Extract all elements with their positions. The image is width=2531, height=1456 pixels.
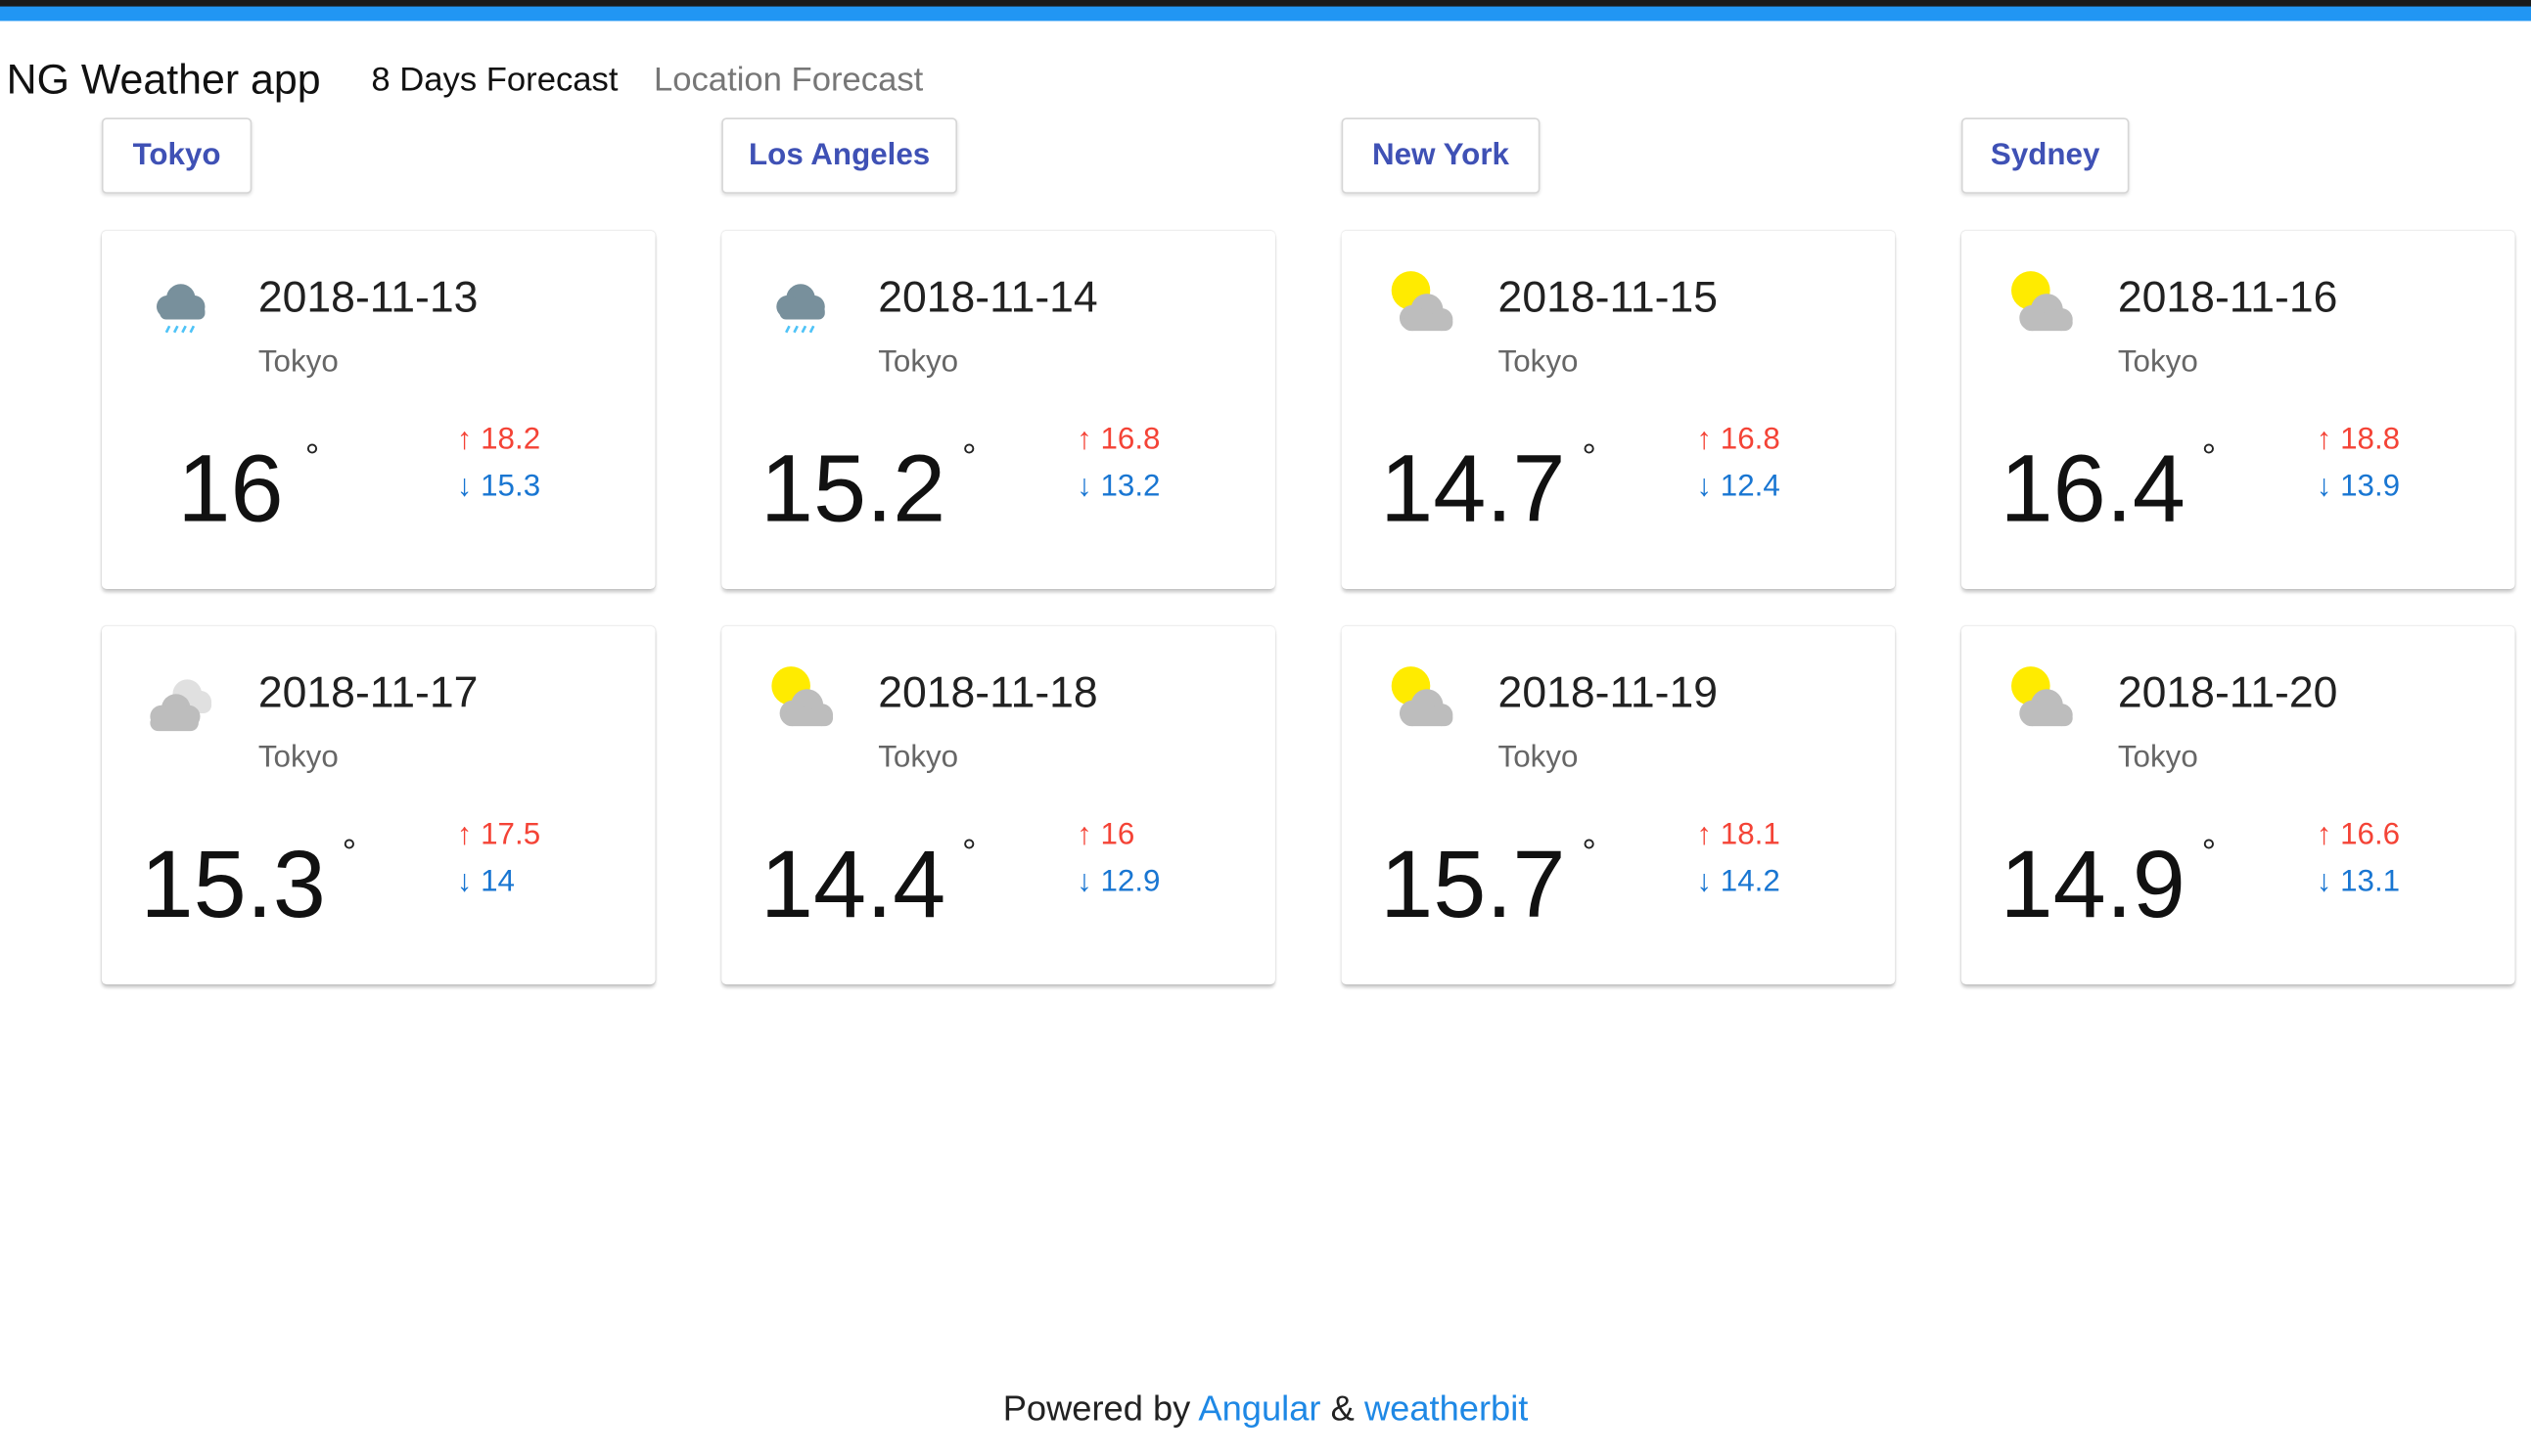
forecast-low: ↓ 12.4 [1696,469,1780,504]
footer-separator: & [1330,1388,1355,1429]
forecast-city: Tokyo [1497,344,1579,380]
forecast-low: ↓ 14.2 [1696,865,1780,899]
forecast-city: Tokyo [878,344,959,380]
footer-prefix: Powered by [1002,1388,1191,1429]
forecast-low: ↓ 13.2 [1077,469,1161,504]
city-button-sydney[interactable]: Sydney [1960,117,2130,194]
forecast-date: 2018-11-17 [257,667,479,717]
nav-location-forecast[interactable]: Location Forecast [653,61,924,99]
forecast-high: ↑ 18.1 [1696,818,1780,852]
forecast-high: ↑ 16.6 [2316,818,2401,852]
forecast-temperature: 15.2 [759,435,946,543]
weatherbit-link[interactable]: weatherbit [1363,1388,1529,1429]
forecast-high: ↑ 16.8 [1077,423,1161,457]
forecast-card: 2018-11-16 Tokyo 16.4 ° ↑ 18.8 ↓ 13.9 [1960,230,2515,589]
forecast-date: 2018-11-13 [257,272,479,322]
degree-symbol: ° [1582,435,1596,477]
forecast-card: 2018-11-19 Tokyo 15.7 ° ↑ 18.1 ↓ 14.2 [1341,625,1896,985]
forecast-date: 2018-11-18 [878,667,1098,717]
city-button-los-angeles[interactable]: Los Angeles [721,117,958,194]
forecast-high: ↑ 18.2 [456,423,541,457]
forecast-city: Tokyo [257,344,339,380]
partly-cloudy-icon [2011,271,2073,332]
degree-symbol: ° [304,435,320,477]
angular-link[interactable]: Angular [1198,1388,1321,1429]
forecast-card: 2018-11-18 Tokyo 14.4 ° ↑ 16 ↓ 12.9 [721,625,1275,985]
partly-cloudy-icon [2011,666,2073,727]
nav-8-days-forecast[interactable]: 8 Days Forecast [371,61,619,99]
city-button-tokyo[interactable]: Tokyo [101,117,253,194]
forecast-low: ↓ 15.3 [456,469,541,504]
forecast-date: 2018-11-15 [1497,272,1719,322]
partly-cloudy-icon [771,666,834,727]
forecast-date: 2018-11-20 [2117,667,2338,717]
top-accent-bar [0,0,2531,22]
app-title: NG Weather app [6,55,321,104]
forecast-temperature: 15.3 [140,831,326,938]
forecast-city: Tokyo [1497,741,1579,775]
forecast-card: 2018-11-20 Tokyo 14.9 ° ↑ 16.6 ↓ 13.1 [1960,625,2515,985]
forecast-city: Tokyo [878,741,959,775]
cloudy-icon [150,679,212,732]
forecast-city: Tokyo [2117,344,2198,380]
city-button-new-york[interactable]: New York [1341,117,1541,194]
forecast-city: Tokyo [2117,741,2198,775]
forecast-date: 2018-11-16 [2117,272,2338,322]
forecast-temperature: 14.9 [2000,831,2186,938]
degree-symbol: ° [342,831,357,872]
partly-cloudy-icon [1391,271,1453,332]
forecast-temperature: 15.7 [1380,831,1566,938]
forecast-temperature: 14.7 [1380,435,1566,543]
degree-symbol: ° [2201,831,2217,872]
rain-cloud-icon [156,284,206,334]
forecast-low: ↓ 13.9 [2316,469,2401,504]
forecast-date: 2018-11-14 [878,272,1098,322]
forecast-card: 2018-11-13 Tokyo 16 ° ↑ 18.2 ↓ 15.3 [101,230,656,589]
forecast-low: ↓ 14 [456,865,515,899]
forecast-high: ↑ 16.8 [1696,423,1780,457]
forecast-card: 2018-11-17 Tokyo 15.3 ° ↑ 17.5 ↓ 14 [101,625,656,985]
footer: Powered by Angular & weatherbit [0,1388,2531,1430]
forecast-low: ↓ 12.9 [1077,865,1161,899]
degree-symbol: ° [961,831,977,872]
forecast-city: Tokyo [257,741,339,775]
forecast-temperature: 14.4 [759,831,946,938]
forecast-temperature: 16.4 [2000,435,2186,543]
forecast-high: ↑ 17.5 [456,818,541,852]
partly-cloudy-icon [1391,666,1453,727]
rain-cloud-icon [776,284,825,334]
forecast-card: 2018-11-15 Tokyo 14.7 ° ↑ 16.8 ↓ 12.4 [1341,230,1896,589]
degree-symbol: ° [961,435,977,477]
forecast-temperature: 16 [177,435,284,543]
forecast-card: 2018-11-14 Tokyo 15.2 ° ↑ 16.8 ↓ 13.2 [721,230,1275,589]
forecast-high: ↑ 16 [1077,818,1135,852]
degree-symbol: ° [2201,435,2217,477]
forecast-date: 2018-11-19 [1497,667,1719,717]
forecast-low: ↓ 13.1 [2316,865,2401,899]
forecast-high: ↑ 18.8 [2316,423,2401,457]
degree-symbol: ° [1582,831,1596,872]
